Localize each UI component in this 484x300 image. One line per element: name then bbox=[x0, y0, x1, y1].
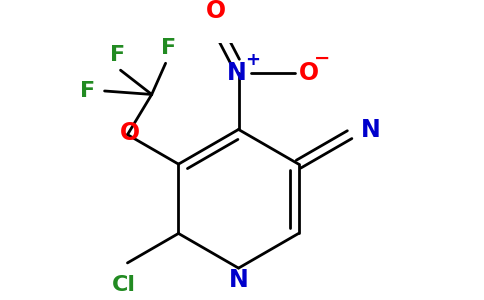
Text: Cl: Cl bbox=[112, 275, 136, 296]
Text: N: N bbox=[361, 118, 380, 142]
Text: N: N bbox=[227, 61, 246, 85]
Text: F: F bbox=[110, 45, 125, 64]
Text: F: F bbox=[161, 38, 176, 58]
Text: F: F bbox=[80, 81, 95, 101]
Text: O: O bbox=[299, 61, 319, 85]
Text: O: O bbox=[120, 121, 139, 145]
Text: O: O bbox=[206, 0, 227, 23]
Text: −: − bbox=[314, 49, 330, 68]
Text: N: N bbox=[228, 268, 248, 292]
Text: +: + bbox=[245, 51, 260, 69]
